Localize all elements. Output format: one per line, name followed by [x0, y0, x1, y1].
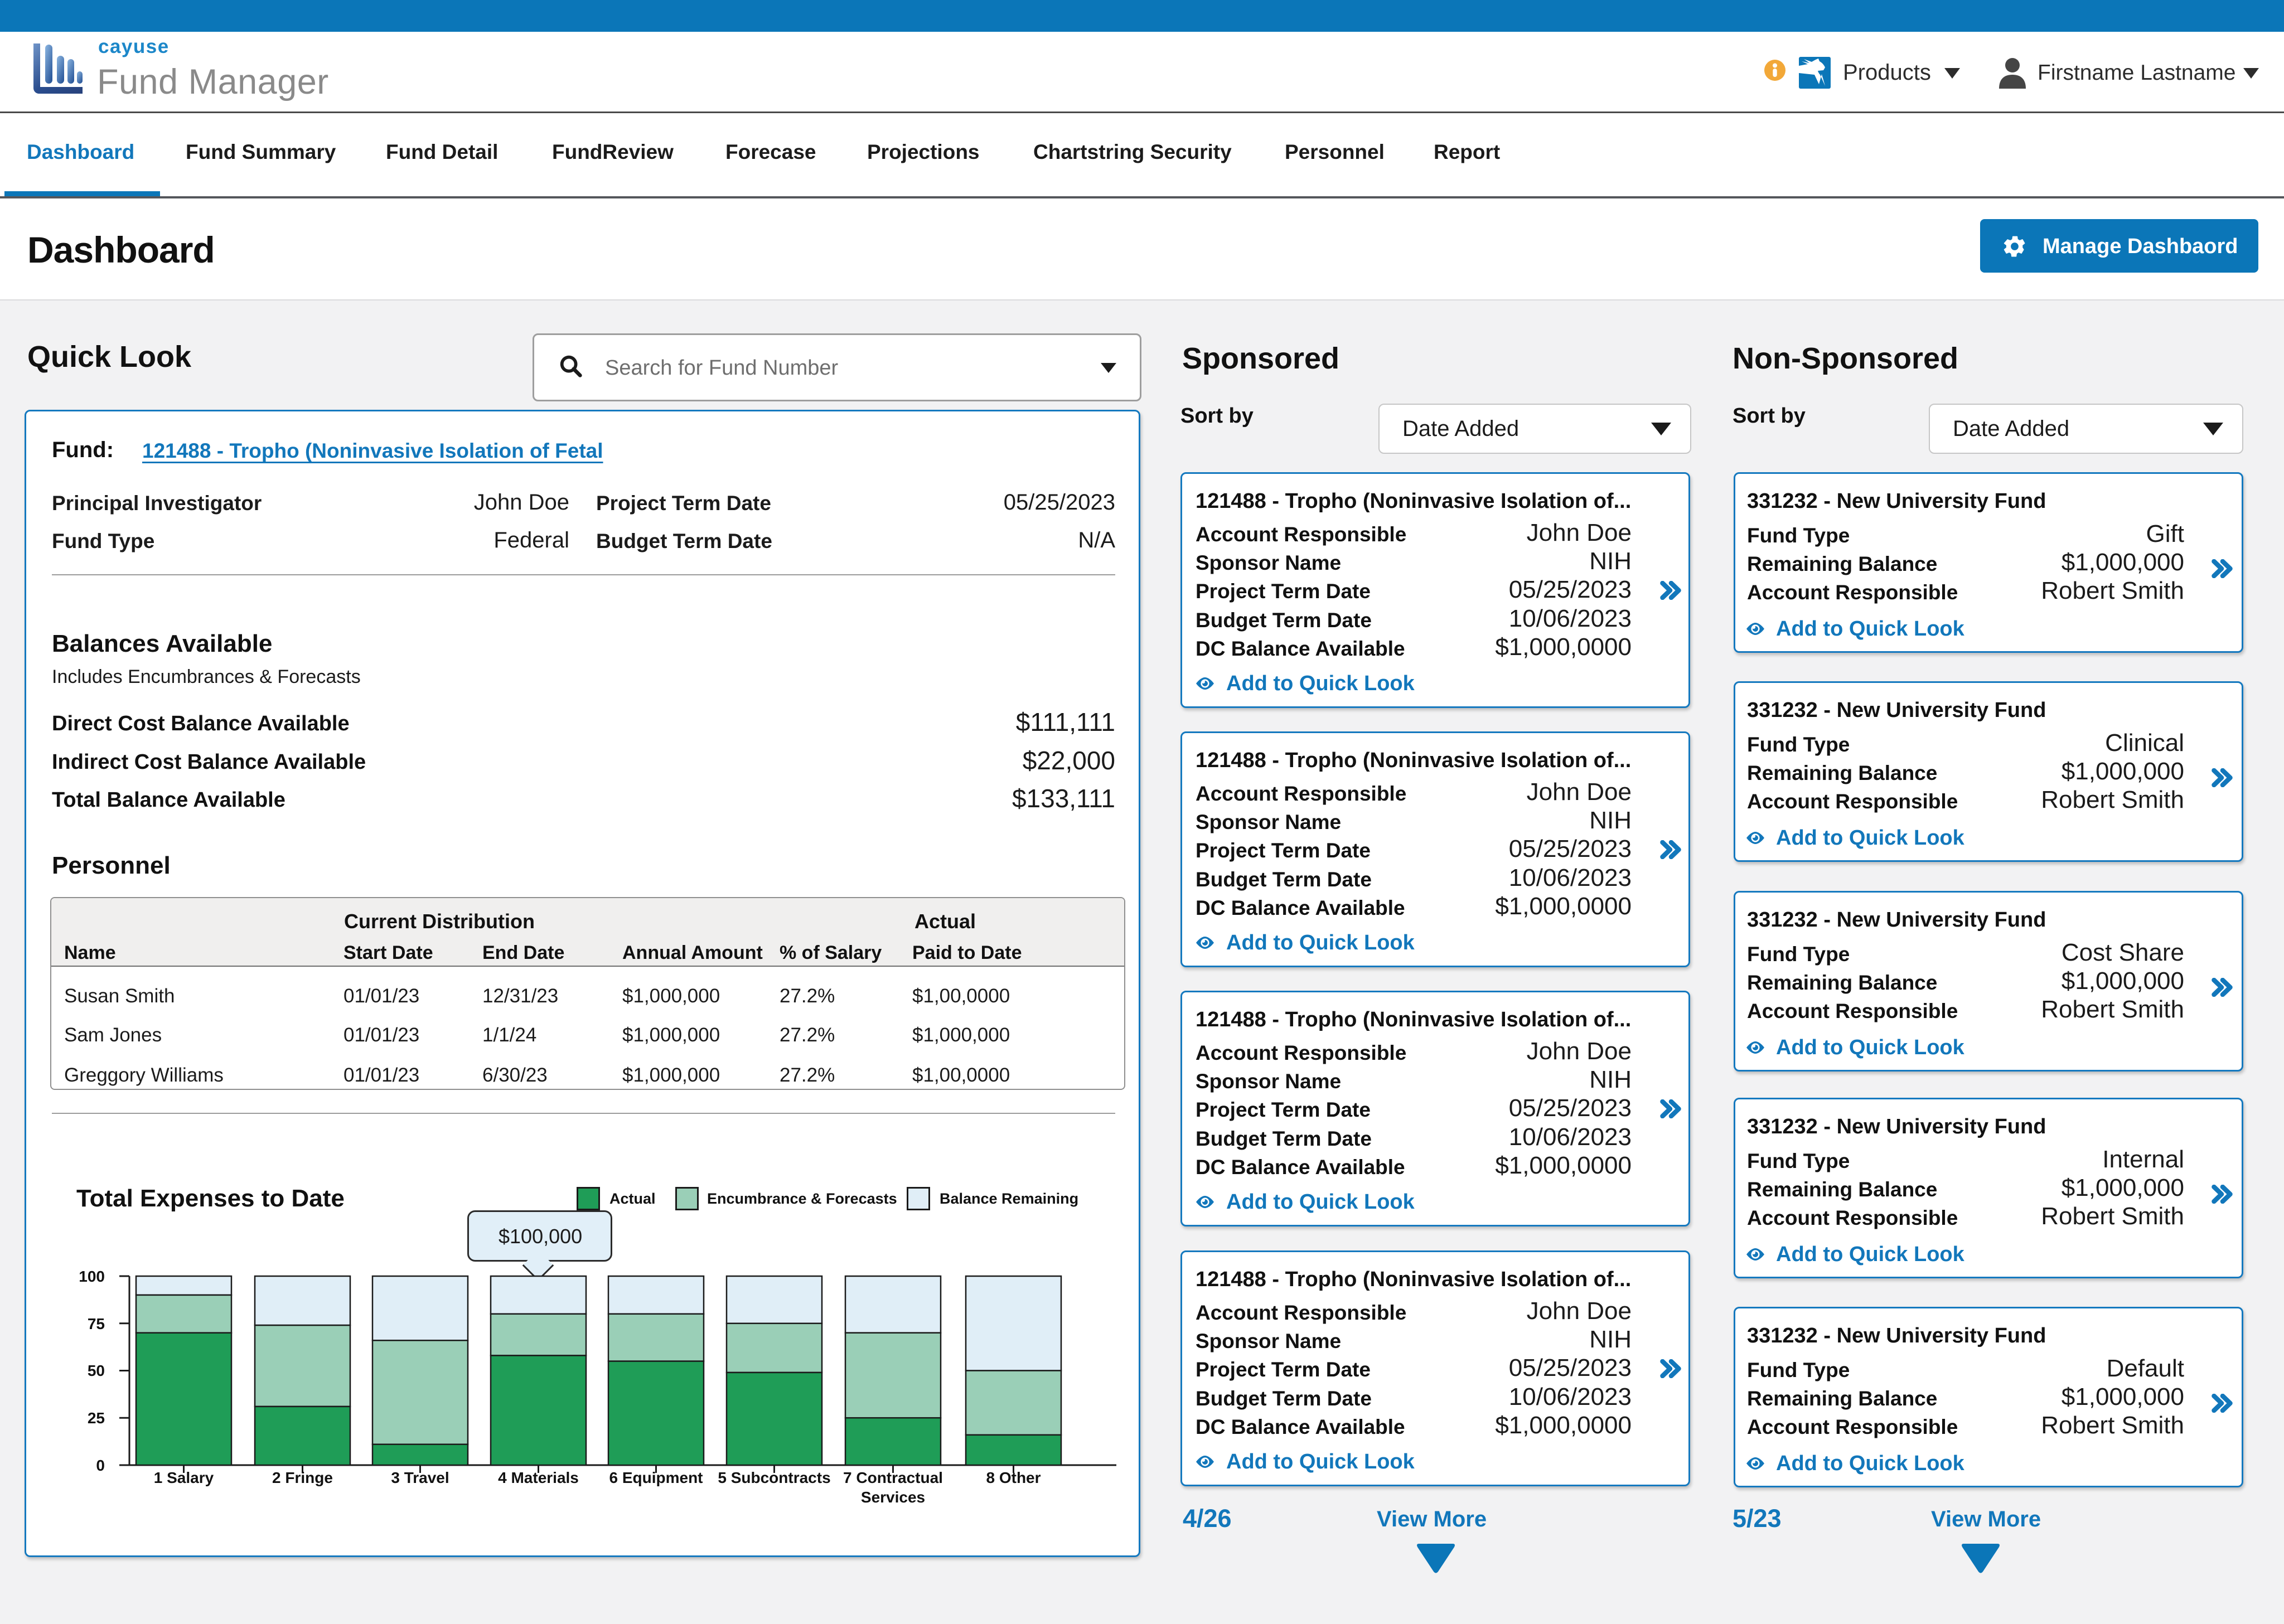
- svg-text:3 Travel: 3 Travel: [391, 1469, 449, 1486]
- svg-text:50: 50: [88, 1362, 105, 1379]
- svg-text:75: 75: [88, 1315, 105, 1332]
- svg-text:5 Subcontracts: 5 Subcontracts: [718, 1469, 830, 1486]
- svg-text:25: 25: [88, 1409, 105, 1427]
- svg-text:2 Fringe: 2 Fringe: [272, 1469, 333, 1486]
- svg-text:1 Salary: 1 Salary: [154, 1469, 214, 1486]
- svg-text:4 Materials: 4 Materials: [498, 1469, 579, 1486]
- svg-text:6 Equipment: 6 Equipment: [609, 1469, 703, 1486]
- svg-text:7 Contractual: 7 Contractual: [843, 1469, 943, 1486]
- svg-text:0: 0: [96, 1457, 105, 1474]
- svg-text:100: 100: [79, 1268, 105, 1285]
- svg-text:Services: Services: [861, 1489, 925, 1506]
- svg-text:8 Other: 8 Other: [986, 1469, 1041, 1486]
